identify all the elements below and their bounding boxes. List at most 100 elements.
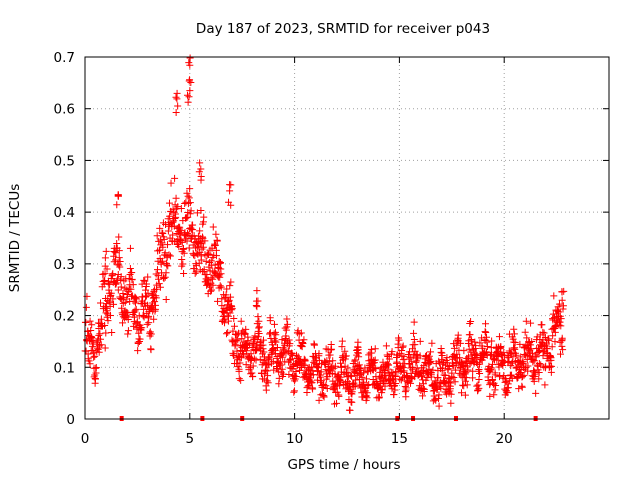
data-point (145, 319, 153, 327)
data-point (530, 377, 538, 385)
data-point (471, 338, 479, 346)
y-tick-label: 0.5 (54, 153, 75, 169)
data-point (197, 165, 205, 173)
data-point (383, 360, 391, 368)
data-point (132, 295, 140, 303)
data-point (456, 354, 464, 362)
data-point (557, 322, 565, 330)
data-point (435, 391, 443, 399)
data-point (460, 382, 468, 390)
data-point (163, 261, 171, 269)
data-point (237, 317, 245, 325)
data-point (348, 372, 356, 380)
data-point (186, 210, 194, 218)
data-point (527, 319, 535, 327)
data-point (234, 336, 242, 344)
data-point (117, 283, 125, 291)
data-point (521, 328, 529, 336)
data-point (344, 364, 352, 372)
data-point (235, 375, 243, 383)
data-point (397, 367, 405, 375)
data-point (184, 192, 192, 200)
data-point (115, 247, 123, 255)
data-point (250, 355, 258, 363)
data-point (254, 333, 262, 341)
data-point (85, 357, 93, 365)
y-axis-label: SRMTID / TECUs (7, 184, 23, 292)
data-point (193, 243, 201, 251)
data-point (304, 382, 312, 390)
data-point (120, 293, 128, 301)
data-point (212, 241, 220, 249)
data-point (113, 239, 121, 247)
data-point (445, 374, 453, 382)
data-point (124, 291, 132, 299)
data-point (483, 338, 491, 346)
data-point (512, 351, 520, 359)
data-point (354, 338, 362, 346)
data-point (162, 269, 170, 277)
x-tick-label: 0 (81, 431, 90, 447)
data-point (559, 346, 567, 354)
data-point (225, 296, 233, 304)
data-point (169, 231, 177, 239)
data-point (482, 320, 490, 328)
data-point (428, 339, 436, 347)
data-point (140, 276, 148, 284)
data-point (159, 257, 167, 265)
data-point (481, 337, 489, 345)
data-point (535, 348, 543, 356)
data-point (222, 291, 230, 299)
data-point (384, 361, 392, 369)
data-point (486, 367, 494, 375)
data-point (547, 368, 555, 376)
data-point (131, 307, 139, 315)
data-point (461, 377, 469, 385)
data-point (126, 265, 134, 273)
data-point (343, 368, 351, 376)
data-point (486, 392, 494, 400)
data-point (321, 358, 329, 366)
data-point (187, 78, 195, 86)
data-point (429, 366, 437, 374)
data-point (264, 372, 272, 380)
data-point (174, 102, 182, 110)
x-tick-label: 15 (391, 431, 408, 447)
data-point (535, 359, 543, 367)
data-point (186, 199, 194, 207)
data-point (408, 374, 416, 382)
data-point (165, 251, 173, 259)
data-point (164, 262, 172, 270)
data-point (228, 306, 236, 314)
data-point (319, 390, 327, 398)
data-point (124, 330, 132, 338)
data-point (486, 351, 494, 359)
data-point (151, 301, 159, 309)
data-point (239, 349, 247, 357)
data-point (308, 363, 316, 371)
data-point (179, 244, 187, 252)
data-point (115, 261, 123, 269)
data-point (177, 227, 185, 235)
data-point (532, 389, 540, 397)
data-point (283, 315, 291, 323)
data-point (548, 343, 556, 351)
data-point (209, 281, 217, 289)
data-point (359, 393, 367, 401)
data-point (172, 109, 180, 117)
data-point (558, 296, 566, 304)
data-point (124, 315, 132, 323)
data-point (176, 225, 184, 233)
data-point (504, 384, 512, 392)
data-point (522, 317, 530, 325)
data-point (104, 317, 112, 325)
x-axis-label: GPS time / hours (287, 457, 400, 473)
data-point (523, 334, 531, 342)
data-point (427, 348, 435, 356)
data-point (491, 371, 499, 379)
data-point (159, 243, 167, 251)
data-point (540, 329, 548, 337)
data-point (82, 303, 90, 311)
data-point (426, 358, 434, 366)
data-point (520, 371, 528, 379)
